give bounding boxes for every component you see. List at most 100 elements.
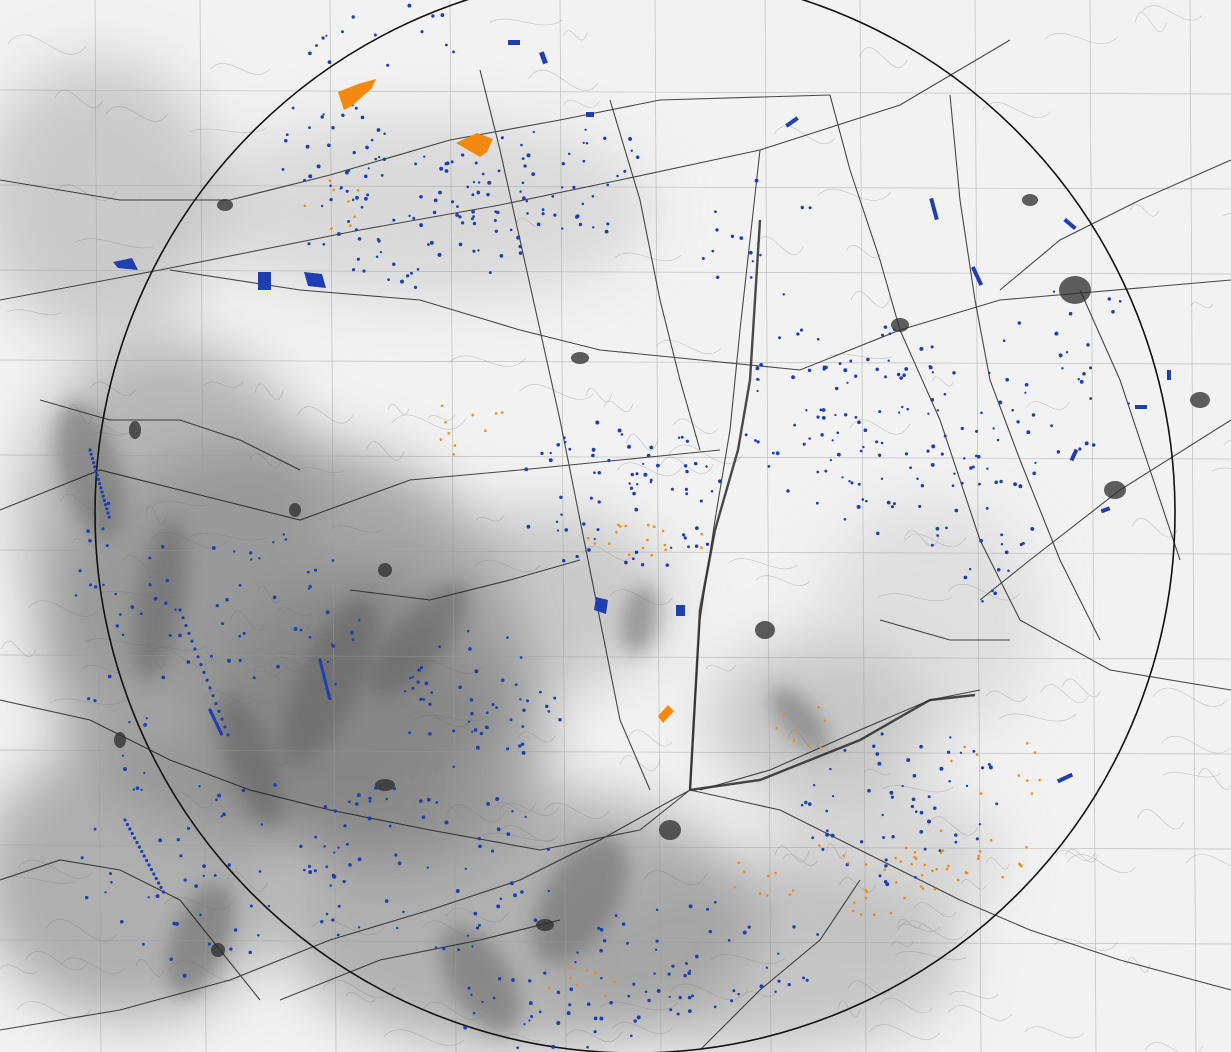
blue-point — [314, 835, 318, 839]
blue-point — [273, 783, 277, 787]
blue-point — [1052, 290, 1056, 293]
contour-line — [985, 690, 1028, 702]
orange-point — [791, 889, 795, 892]
blue-point — [825, 832, 830, 837]
orange-area-north-1[interactable] — [338, 79, 376, 110]
contour-line — [276, 607, 313, 617]
contour-line — [84, 638, 158, 646]
blue-area-west[interactable] — [113, 258, 138, 270]
blue-strip-1[interactable] — [539, 51, 548, 65]
blue-point — [555, 520, 559, 524]
blue-point — [233, 928, 238, 932]
blue-point — [458, 242, 463, 247]
blue-point — [821, 415, 826, 420]
orange-point — [303, 204, 307, 208]
orange-point — [576, 984, 579, 987]
blue-point — [930, 462, 935, 467]
contour-line — [68, 404, 93, 425]
orange-point — [593, 542, 597, 545]
blue-point — [791, 375, 796, 380]
relief-shading — [0, 60, 1040, 1050]
blue-point — [428, 732, 432, 736]
blue-point — [326, 143, 331, 148]
orange-area-south[interactable] — [658, 705, 674, 723]
blue-point — [560, 513, 563, 516]
blue-point — [751, 260, 754, 263]
blue-point — [499, 254, 504, 258]
blue-strip-7[interactable] — [1167, 370, 1171, 380]
blue-point — [968, 567, 972, 571]
contour-line — [498, 825, 558, 842]
contour-line — [366, 441, 405, 461]
orange-point — [899, 860, 902, 863]
blue-point — [445, 161, 450, 166]
blue-point — [119, 613, 122, 616]
blue-point — [821, 408, 826, 412]
blue-point — [856, 504, 861, 509]
blue-area-central[interactable] — [594, 597, 608, 614]
blue-point — [326, 692, 330, 696]
blue-point — [862, 445, 865, 449]
blue-point — [606, 183, 610, 187]
contour-line — [1223, 440, 1231, 445]
blue-point — [628, 136, 633, 141]
blue-point — [906, 407, 909, 411]
blue-point — [687, 1009, 692, 1014]
blue-point — [558, 717, 562, 722]
blue-point — [536, 222, 541, 227]
blue-point — [366, 193, 370, 197]
orange-point — [964, 871, 968, 874]
blue-strip-2[interactable] — [929, 197, 939, 221]
blue-point — [433, 198, 438, 203]
blue-point — [994, 480, 998, 485]
blue-point — [670, 487, 674, 491]
blue-point — [354, 228, 358, 232]
blue-strip-3[interactable] — [970, 266, 984, 286]
contour-line — [106, 106, 168, 122]
blue-point — [936, 409, 940, 412]
blue-point — [472, 180, 476, 184]
blue-strip-8[interactable] — [508, 40, 520, 45]
blue-point — [857, 482, 861, 486]
blue-point — [410, 271, 413, 275]
blue-area-central-2[interactable] — [676, 605, 685, 616]
contour-line — [755, 236, 804, 255]
orange-point — [700, 532, 704, 536]
blue-point — [587, 548, 591, 552]
blue-point — [367, 167, 370, 170]
blue-polygon-features[interactable] — [113, 40, 1171, 784]
blue-strip-12[interactable] — [1100, 506, 1111, 514]
blue-area-west-3[interactable] — [304, 272, 326, 288]
blue-point — [121, 633, 125, 637]
blue-point — [632, 982, 636, 986]
orange-point-features — [303, 179, 1041, 997]
blue-point — [626, 941, 629, 945]
blue-area-west-2[interactable] — [258, 272, 271, 290]
contour-line — [1145, 1042, 1203, 1052]
blue-strip-4[interactable] — [1063, 217, 1077, 231]
blue-point — [190, 639, 194, 643]
blue-point — [106, 501, 111, 506]
blue-point — [464, 867, 468, 871]
blue-strip-10[interactable] — [785, 116, 799, 128]
blue-point — [337, 904, 341, 908]
orange-polygon-features[interactable] — [338, 79, 674, 723]
grid-line — [449, 0, 457, 1052]
blue-strip-6[interactable] — [1056, 772, 1074, 784]
blue-point — [969, 466, 973, 470]
blue-point — [178, 608, 182, 612]
blue-point — [718, 479, 722, 484]
blue-point — [178, 633, 182, 638]
blue-strip-11[interactable] — [1135, 405, 1147, 409]
blue-point — [302, 868, 306, 872]
blue-point — [808, 437, 811, 440]
blue-point — [485, 711, 489, 715]
blue-point — [326, 660, 330, 664]
grid-line — [1189, 0, 1197, 1052]
blue-point — [667, 972, 671, 976]
blue-strip-9[interactable] — [586, 112, 594, 117]
orange-area-north-2[interactable] — [456, 133, 493, 157]
blue-strip-5[interactable] — [1069, 448, 1079, 462]
